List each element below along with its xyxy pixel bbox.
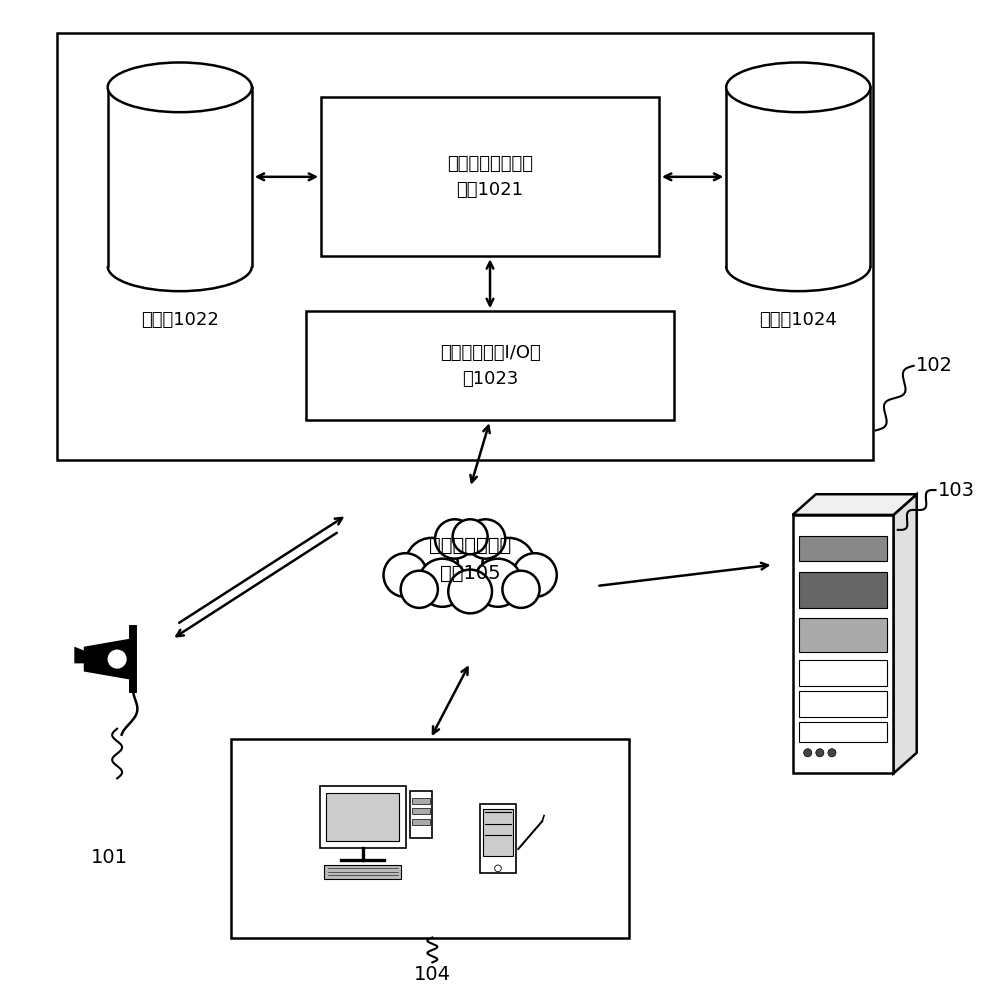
Text: 与终端交互的I/O接
口1023: 与终端交互的I/O接 口1023: [440, 344, 540, 388]
Circle shape: [418, 559, 466, 607]
Circle shape: [435, 519, 474, 559]
Bar: [798, 660, 887, 686]
Circle shape: [513, 553, 557, 597]
Text: 102: 102: [916, 356, 952, 375]
Circle shape: [438, 526, 503, 591]
Bar: [409, 791, 433, 838]
Text: 104: 104: [414, 965, 451, 984]
Bar: [412, 819, 430, 825]
Bar: [798, 691, 887, 717]
Text: 103: 103: [938, 481, 974, 500]
Bar: [483, 809, 513, 856]
Circle shape: [405, 538, 457, 590]
Bar: [57, 33, 872, 460]
Bar: [792, 515, 893, 773]
Bar: [798, 618, 887, 652]
Circle shape: [109, 651, 125, 667]
Circle shape: [828, 749, 836, 757]
Circle shape: [383, 553, 427, 597]
Bar: [324, 865, 401, 879]
Bar: [480, 804, 516, 873]
Text: 存储器1022: 存储器1022: [141, 311, 218, 329]
Bar: [321, 97, 659, 256]
Circle shape: [503, 571, 539, 608]
Polygon shape: [893, 494, 917, 773]
Bar: [798, 536, 887, 561]
Text: 101: 101: [91, 848, 127, 867]
Polygon shape: [726, 87, 870, 266]
Text: 处理器（一个或多
个）1021: 处理器（一个或多 个）1021: [447, 155, 533, 199]
Polygon shape: [75, 649, 85, 662]
Bar: [412, 808, 430, 814]
Circle shape: [482, 538, 535, 590]
Polygon shape: [792, 494, 917, 515]
Polygon shape: [85, 640, 128, 678]
Text: 网络（一个或多
个）105: 网络（一个或多 个）105: [429, 536, 511, 583]
Bar: [798, 722, 887, 742]
Ellipse shape: [726, 62, 870, 112]
Bar: [798, 572, 887, 608]
Ellipse shape: [108, 62, 252, 112]
Bar: [326, 793, 399, 841]
Circle shape: [816, 749, 824, 757]
Circle shape: [449, 570, 492, 613]
Circle shape: [803, 749, 812, 757]
Circle shape: [401, 571, 438, 608]
Text: 数据库1024: 数据库1024: [760, 311, 837, 329]
Polygon shape: [108, 87, 252, 266]
Bar: [412, 798, 430, 804]
Circle shape: [495, 865, 501, 872]
Circle shape: [474, 559, 522, 607]
Bar: [306, 311, 674, 420]
Bar: [231, 739, 629, 938]
Bar: [320, 786, 406, 848]
Circle shape: [466, 519, 505, 559]
Circle shape: [453, 519, 488, 554]
